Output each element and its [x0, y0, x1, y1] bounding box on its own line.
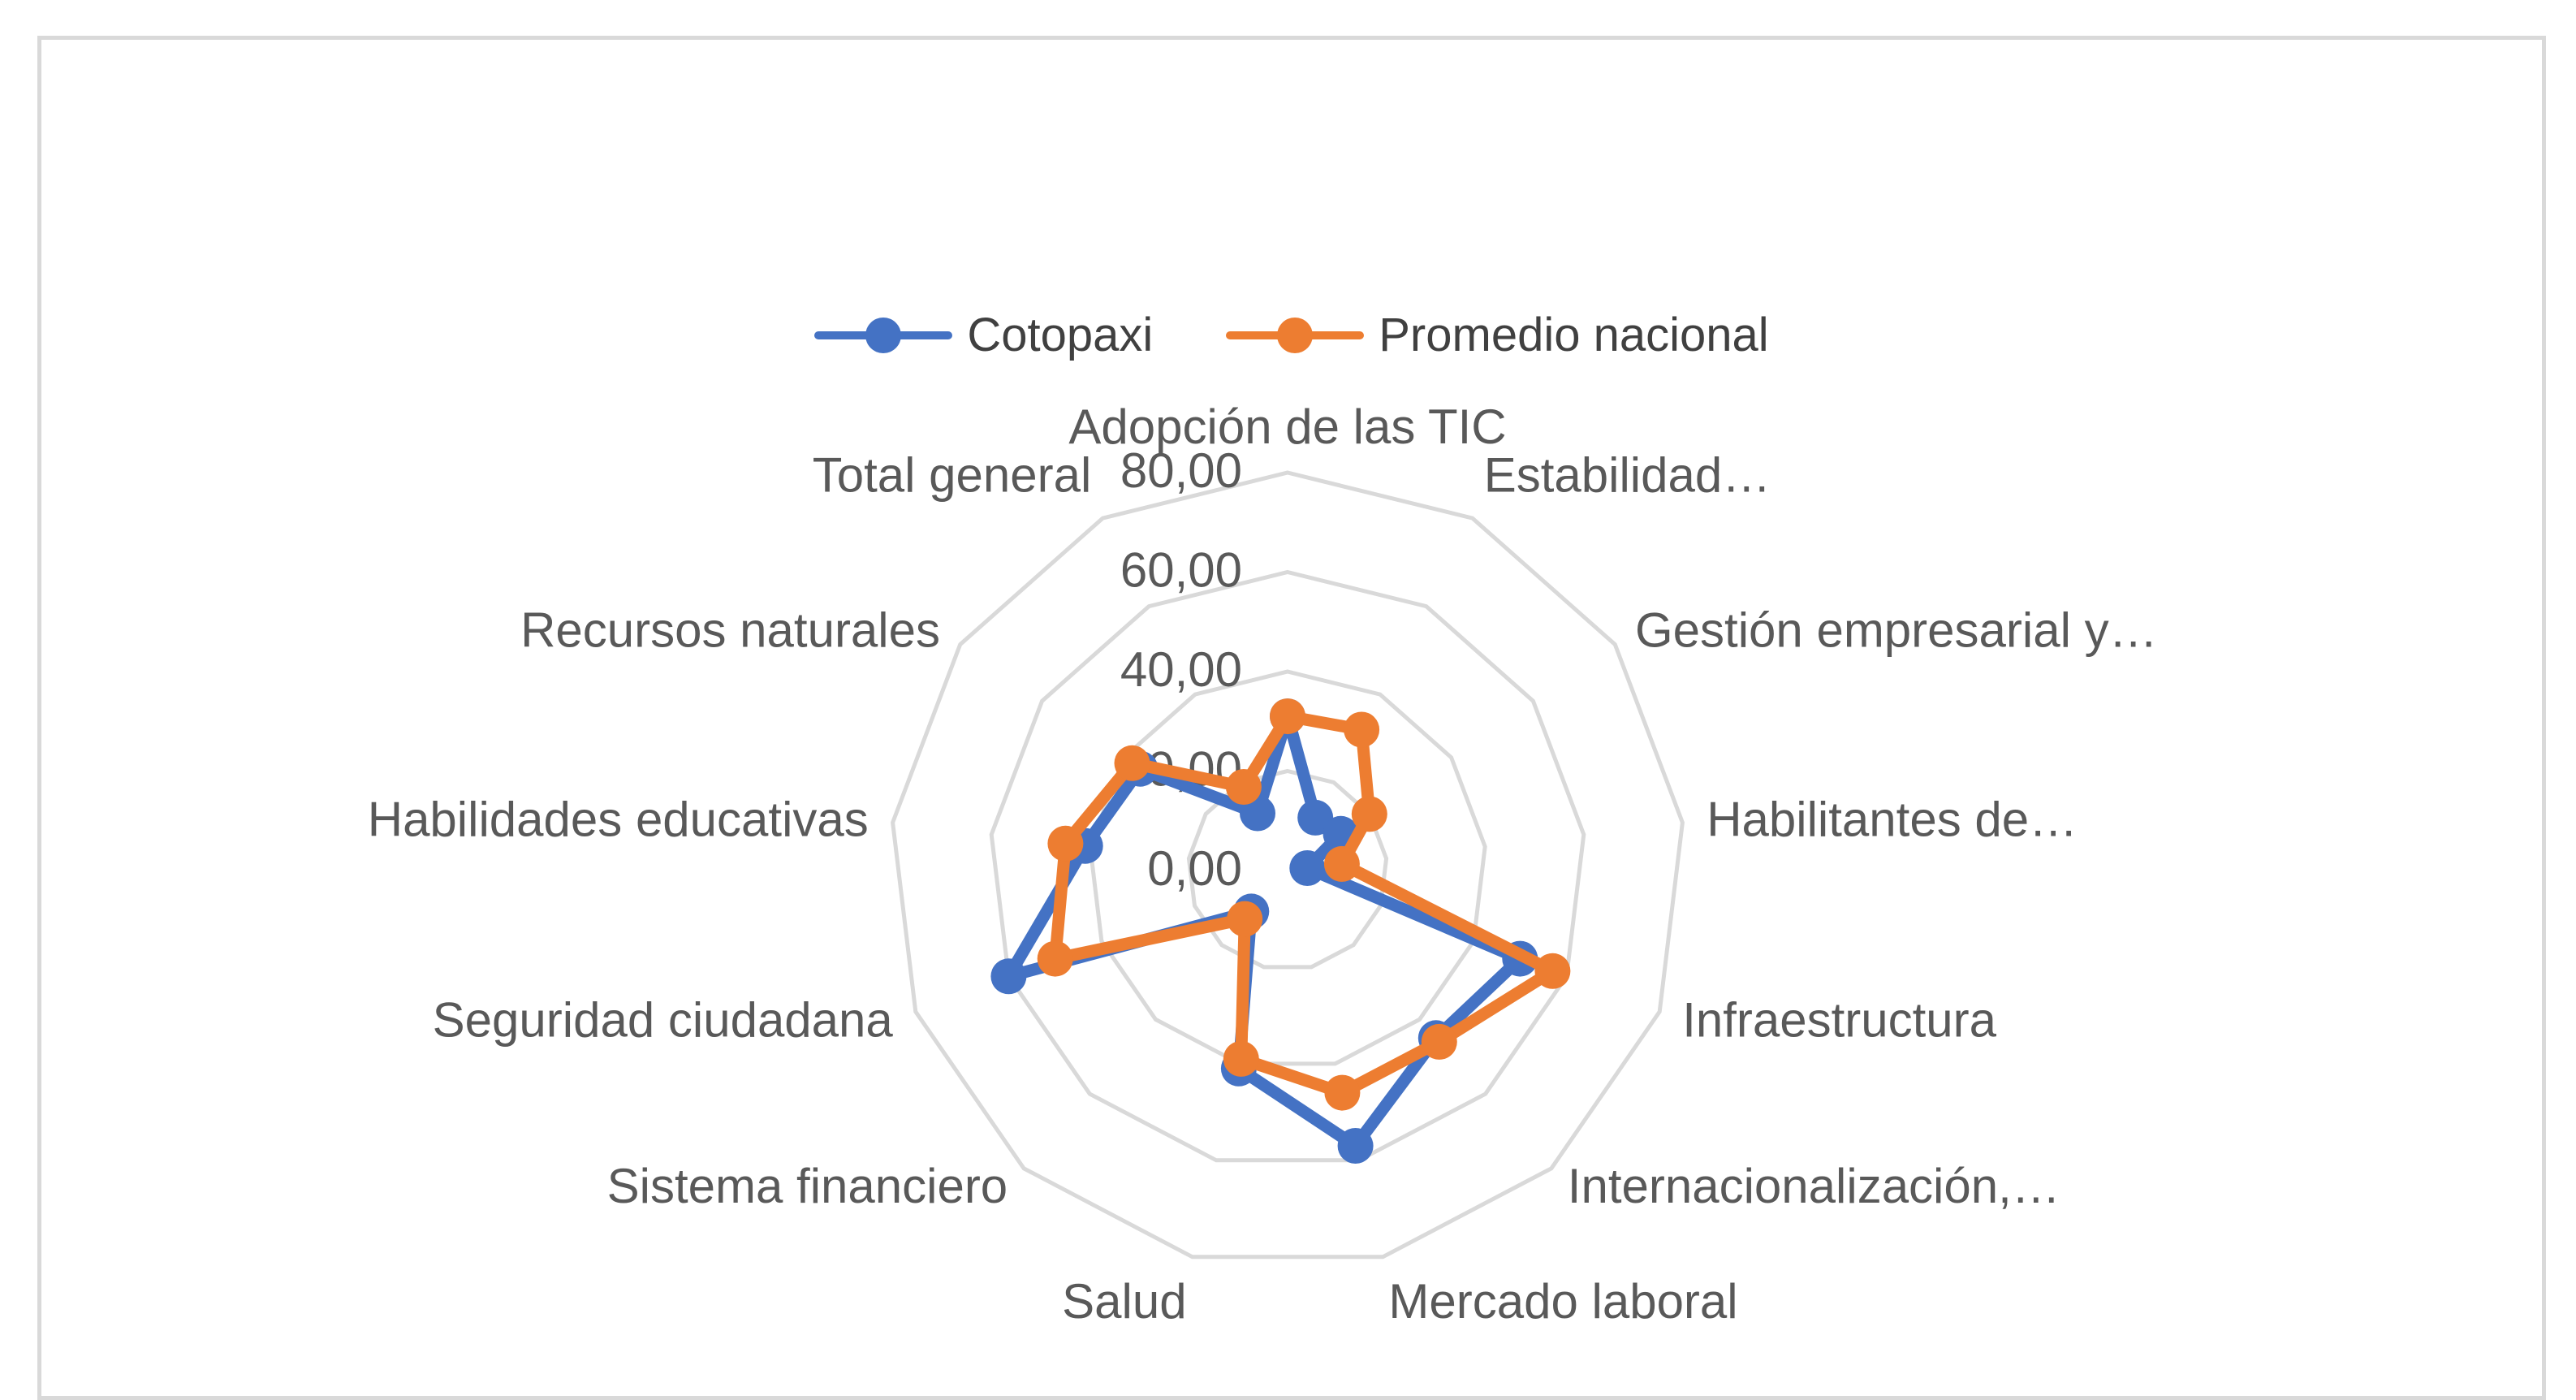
series-point-1 — [1534, 953, 1571, 989]
category-label: Habilitantes de… — [1707, 792, 2078, 846]
series-point-0 — [1337, 1128, 1374, 1164]
legend-label-promedio-nacional: Promedio nacional — [1379, 308, 1769, 361]
legend-label-cotopaxi: Cotopaxi — [967, 308, 1154, 361]
category-label: Mercado laboral — [1388, 1274, 1737, 1329]
category-label: Recursos naturales — [520, 603, 940, 658]
series-point-1 — [1351, 796, 1387, 832]
grid-ring — [989, 569, 1586, 1163]
tick-label: 80,00 — [1120, 443, 1242, 498]
category-label: Seguridad ciudadana — [433, 992, 894, 1047]
legend-swatch-promedio-nacional — [1226, 318, 1365, 353]
grid-ring — [891, 470, 1685, 1260]
category-label: Sistema financiero — [607, 1159, 1008, 1213]
category-label: Estabilidad… — [1484, 448, 1771, 503]
series-point-1 — [1323, 845, 1360, 882]
series-point-1 — [1324, 1074, 1361, 1111]
series-point-1 — [1225, 769, 1262, 805]
category-label: Internacionalización,… — [1568, 1159, 2060, 1213]
series-point-1 — [1037, 940, 1073, 977]
series-point-1 — [1047, 825, 1084, 862]
tick-label: 40,00 — [1120, 642, 1242, 697]
series-point-0 — [1240, 795, 1275, 832]
series-point-1 — [1227, 901, 1263, 937]
tick-label: 0,00 — [1147, 841, 1242, 896]
tick-label: 60,00 — [1120, 543, 1242, 598]
category-label: Salud — [1062, 1274, 1186, 1329]
category-label: Gestión empresarial y… — [1635, 603, 2158, 658]
category-label: Habilidades educativas — [368, 792, 869, 846]
legend: Cotopaxi Promedio nacional — [41, 298, 2542, 371]
series-point-1 — [1270, 698, 1305, 735]
legend-item-cotopaxi: Cotopaxi — [814, 308, 1153, 362]
legend-item-promedio-nacional: Promedio nacional — [1226, 308, 1769, 362]
legend-swatch-cotopaxi — [814, 318, 953, 353]
series-point-0 — [1297, 799, 1334, 836]
series-point-0 — [1289, 850, 1326, 886]
category-label: Infraestructura — [1682, 992, 1996, 1047]
series-point-1 — [1421, 1023, 1457, 1060]
series-line-0 — [1002, 710, 1526, 1152]
series-point-1 — [1223, 1040, 1259, 1077]
category-label: Adopción de las TIC — [1068, 400, 1506, 454]
series-point-1 — [1114, 745, 1150, 781]
category-label: Total general — [813, 448, 1092, 503]
series-point-0 — [990, 958, 1027, 995]
series-point-1 — [1344, 711, 1380, 748]
